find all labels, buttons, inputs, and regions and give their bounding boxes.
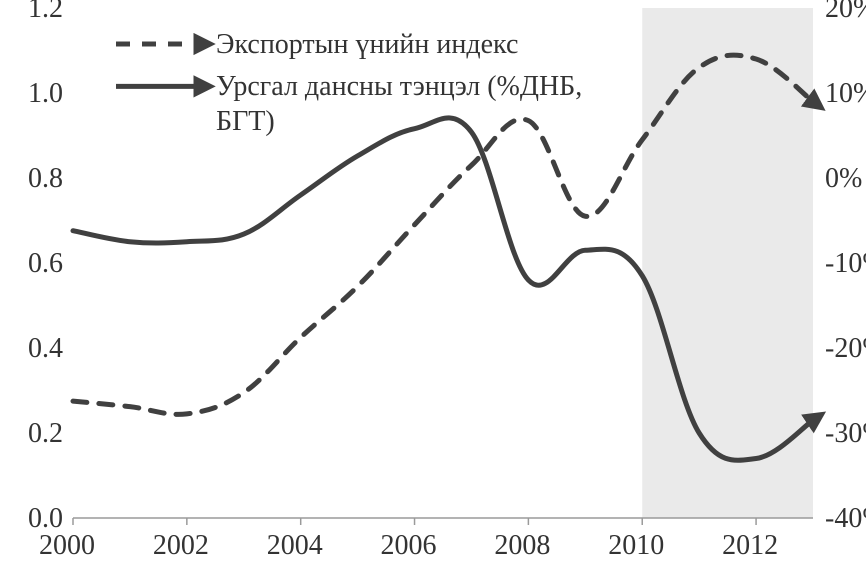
right-axis-tick-label: 20% xyxy=(825,0,866,25)
right-axis-tick-label: -20% xyxy=(825,333,866,365)
x-axis-tick-label: 2008 xyxy=(494,530,550,562)
x-axis-tick-label: 2004 xyxy=(267,530,323,562)
x-axis-tick-label: 2010 xyxy=(608,530,664,562)
legend-item-label: Экспортын үнийн индекс xyxy=(216,27,518,62)
left-axis-tick-label: 0.8 xyxy=(28,163,63,195)
left-axis-tick-label: 0.2 xyxy=(28,418,63,450)
legend-item-label: Урсгал дансны тэнцэл (%ДНБ,БГТ) xyxy=(216,69,582,139)
left-axis-tick-label: 1.0 xyxy=(28,78,63,110)
x-axis-tick-label: 2006 xyxy=(381,530,437,562)
left-axis-tick-label: 1.2 xyxy=(28,0,63,25)
x-axis-tick-label: 2002 xyxy=(153,530,209,562)
right-axis-tick-label: -40% xyxy=(825,503,866,535)
chart-container: 0.00.20.40.60.81.01.2-40%-30%-20%-10%0%1… xyxy=(0,0,866,574)
right-axis-tick-label: -30% xyxy=(825,418,866,450)
right-axis-tick-label: 10% xyxy=(825,78,866,110)
x-axis-tick-label: 2012 xyxy=(722,530,778,562)
left-axis-tick-label: 0.6 xyxy=(28,248,63,280)
left-axis-tick-label: 0.4 xyxy=(28,333,63,365)
x-axis-tick-label: 2000 xyxy=(39,530,95,562)
right-axis-tick-label: -10% xyxy=(825,248,866,280)
right-axis-tick-label: 0% xyxy=(825,163,862,195)
